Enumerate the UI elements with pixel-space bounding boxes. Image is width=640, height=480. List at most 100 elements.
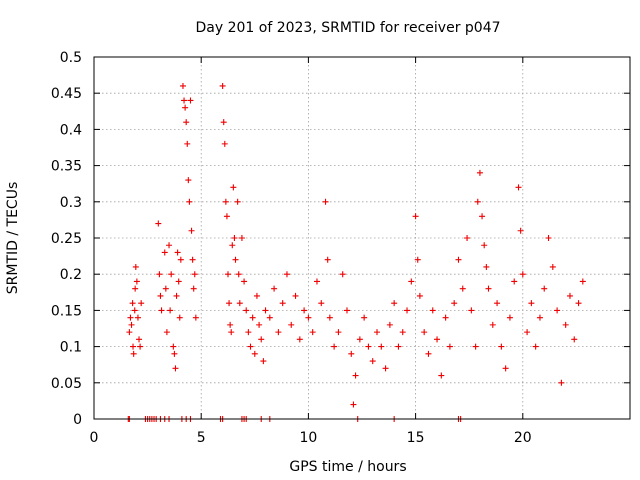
data-point bbox=[221, 140, 228, 147]
data-point bbox=[170, 343, 177, 350]
y-tick-label: 0.3 bbox=[60, 195, 82, 211]
data-point bbox=[451, 300, 458, 307]
data-point bbox=[168, 271, 175, 278]
y-tick-label: 0.05 bbox=[51, 376, 82, 392]
data-point bbox=[241, 278, 248, 285]
data-point bbox=[318, 300, 325, 307]
data-point bbox=[554, 307, 561, 314]
data-point bbox=[365, 343, 372, 350]
data-point bbox=[459, 285, 466, 292]
data-point bbox=[515, 184, 522, 191]
data-point bbox=[256, 321, 263, 328]
data-point bbox=[382, 365, 389, 372]
data-point bbox=[266, 314, 273, 321]
data-point bbox=[155, 220, 162, 227]
data-point bbox=[161, 249, 168, 256]
data-point bbox=[536, 314, 543, 321]
data-point bbox=[222, 198, 229, 205]
data-point bbox=[296, 336, 303, 343]
x-tick-label: 0 bbox=[90, 430, 99, 446]
data-point bbox=[483, 263, 490, 270]
data-point bbox=[231, 235, 238, 241]
data-point bbox=[184, 140, 191, 147]
data-point bbox=[162, 285, 169, 292]
data-point bbox=[438, 372, 445, 379]
data-point bbox=[185, 177, 192, 184]
data-point bbox=[343, 307, 350, 314]
data-point bbox=[232, 256, 239, 263]
data-point bbox=[275, 329, 282, 336]
y-tick-label: 0.25 bbox=[51, 231, 82, 247]
data-point bbox=[566, 292, 573, 299]
data-point bbox=[251, 350, 258, 357]
data-point bbox=[369, 358, 376, 365]
data-point bbox=[163, 329, 170, 336]
data-point bbox=[322, 198, 329, 205]
data-point bbox=[421, 329, 428, 336]
y-tick-label: 0.4 bbox=[60, 122, 82, 138]
data-point bbox=[130, 350, 137, 357]
data-point bbox=[324, 256, 331, 263]
data-point bbox=[253, 292, 260, 299]
data-point bbox=[166, 242, 173, 249]
data-point bbox=[190, 285, 197, 292]
data-point bbox=[511, 278, 518, 285]
data-point bbox=[404, 307, 411, 314]
data-point bbox=[243, 307, 250, 314]
data-point bbox=[348, 350, 355, 357]
data-point bbox=[230, 184, 237, 191]
data-point bbox=[229, 242, 236, 249]
data-point bbox=[361, 314, 368, 321]
data-point bbox=[434, 336, 441, 343]
x-tick-label: 20 bbox=[514, 430, 532, 446]
data-point bbox=[558, 379, 565, 386]
data-point bbox=[186, 198, 193, 205]
data-point bbox=[489, 321, 496, 328]
data-point bbox=[173, 292, 180, 299]
data-point bbox=[137, 343, 144, 350]
chart-title: Day 201 of 2023, SRMTID for receiver p04… bbox=[195, 20, 500, 36]
y-tick-label: 0 bbox=[73, 412, 82, 428]
data-point bbox=[238, 235, 245, 241]
x-tick-label: 10 bbox=[299, 430, 317, 446]
data-point bbox=[502, 365, 509, 372]
data-point bbox=[177, 256, 184, 263]
data-point bbox=[220, 119, 227, 126]
data-point bbox=[412, 213, 419, 220]
data-point bbox=[283, 271, 290, 278]
x-tick-label: 15 bbox=[407, 430, 425, 446]
data-point bbox=[524, 329, 531, 336]
data-point bbox=[442, 314, 449, 321]
data-point bbox=[476, 169, 483, 176]
data-point bbox=[517, 227, 524, 234]
data-point bbox=[468, 307, 475, 314]
data-point bbox=[181, 97, 188, 104]
data-point bbox=[313, 278, 320, 285]
data-point bbox=[245, 329, 252, 336]
data-point bbox=[131, 307, 138, 314]
x-axis-label: GPS time / hours bbox=[289, 459, 406, 475]
y-tick-label: 0.35 bbox=[51, 159, 82, 175]
data-point bbox=[183, 119, 190, 126]
data-point bbox=[528, 300, 535, 307]
data-point bbox=[446, 343, 453, 350]
y-tick-label: 0.5 bbox=[60, 50, 82, 66]
data-point bbox=[227, 321, 234, 328]
data-point bbox=[429, 307, 436, 314]
data-point bbox=[126, 329, 133, 336]
data-point bbox=[391, 300, 398, 307]
data-point bbox=[134, 314, 141, 321]
data-point bbox=[339, 271, 346, 278]
data-point bbox=[532, 343, 539, 350]
data-point bbox=[395, 343, 402, 350]
data-point bbox=[416, 292, 423, 299]
data-point bbox=[386, 321, 393, 328]
data-point bbox=[335, 329, 342, 336]
data-point bbox=[455, 256, 462, 263]
data-point bbox=[474, 198, 481, 205]
data-point bbox=[187, 97, 194, 104]
data-point bbox=[127, 314, 134, 321]
data-point bbox=[156, 271, 163, 278]
data-point bbox=[541, 285, 548, 292]
